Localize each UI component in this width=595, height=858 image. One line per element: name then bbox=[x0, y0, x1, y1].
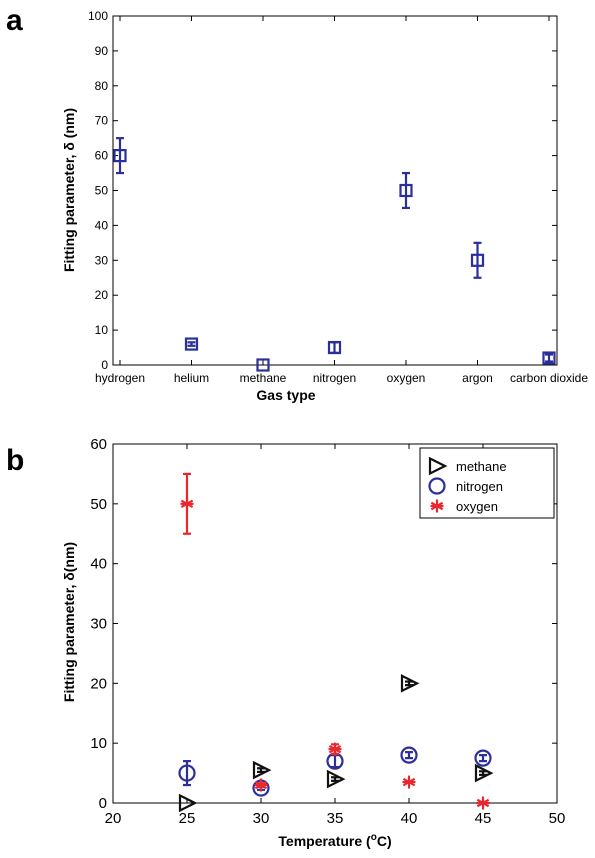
x-tick-label: 30 bbox=[253, 810, 270, 827]
data-point bbox=[470, 253, 485, 267]
x-tick-label: 45 bbox=[475, 810, 492, 827]
y-tick-label: 80 bbox=[95, 79, 109, 93]
y-tick-label: 40 bbox=[95, 218, 109, 232]
error-bar bbox=[330, 341, 339, 354]
panel-b-x-ticks: 20 25 30 35 40 45 50 bbox=[105, 444, 566, 827]
y-tick-label: 50 bbox=[95, 184, 109, 198]
data-point bbox=[184, 337, 199, 351]
x-tick-label: 40 bbox=[401, 810, 418, 827]
y-tick-label: 60 bbox=[90, 436, 107, 453]
data-point bbox=[328, 742, 342, 756]
panel-a-y-axis-label: Fitting parameter, δ (nm) bbox=[61, 108, 77, 272]
error-bar bbox=[257, 767, 265, 773]
legend-marker bbox=[430, 499, 444, 513]
x-tick-label: carbon dioxide bbox=[510, 371, 588, 385]
panel-b-legend: methane nitrogen oxygen bbox=[419, 447, 555, 519]
error-bar bbox=[405, 751, 413, 760]
y-tick-label: 40 bbox=[90, 556, 107, 573]
legend-label-oxygen: oxygen bbox=[456, 499, 498, 514]
legend-marker-methane bbox=[428, 456, 448, 476]
y-tick-label: 90 bbox=[95, 44, 109, 58]
legend-marker-oxygen bbox=[430, 499, 444, 513]
error-bar bbox=[187, 341, 196, 347]
data-point bbox=[399, 183, 413, 198]
data-point bbox=[402, 775, 416, 789]
panel-b-data bbox=[178, 472, 494, 813]
y-tick-label: 20 bbox=[90, 675, 107, 692]
panel-a-x-axis-label: Gas type bbox=[256, 387, 315, 403]
y-tick-label: 100 bbox=[88, 9, 108, 23]
y-tick-label: 0 bbox=[99, 795, 107, 812]
legend-marker bbox=[428, 477, 446, 495]
panel-a: a 0 10 20 30 40 50 60 70 80 90 100 hydrogen helium m… bbox=[6, 4, 588, 403]
data-point bbox=[113, 149, 127, 163]
panel-b-label: b bbox=[6, 444, 24, 477]
panel-b-x-axis-label: Temperature (oC) bbox=[278, 832, 391, 849]
data-point bbox=[326, 769, 346, 789]
x-tick-label: argon bbox=[462, 371, 493, 385]
x-tick-label: 35 bbox=[327, 810, 344, 827]
series-methane bbox=[178, 674, 494, 813]
panel-a-label: a bbox=[6, 4, 23, 37]
data-point bbox=[178, 793, 198, 813]
panel-b-y-ticks: 0 10 20 30 40 50 60 bbox=[90, 436, 557, 812]
y-tick-label: 70 bbox=[95, 114, 109, 128]
error-bar bbox=[116, 137, 124, 175]
x-tick-label: helium bbox=[174, 371, 209, 385]
panel-b-y-axis-label: Fitting parameter, δ(nm) bbox=[61, 542, 77, 702]
y-tick-label: 60 bbox=[95, 149, 109, 163]
legend-label-methane: methane bbox=[456, 459, 507, 474]
panel-a-data bbox=[113, 137, 556, 372]
y-tick-label: 30 bbox=[95, 253, 109, 267]
data-point bbox=[400, 746, 418, 764]
data-point bbox=[252, 760, 272, 780]
x-tick-label: 20 bbox=[105, 810, 122, 827]
data-point bbox=[542, 351, 556, 365]
y-tick-label: 10 bbox=[95, 323, 109, 337]
error-bar bbox=[331, 776, 339, 782]
x-tick-label: hydrogen bbox=[95, 371, 145, 385]
data-point bbox=[254, 778, 268, 792]
error-bar bbox=[402, 171, 410, 210]
data-point bbox=[180, 497, 194, 511]
legend-label-nitrogen: nitrogen bbox=[456, 479, 503, 494]
error-bar bbox=[545, 353, 553, 363]
y-tick-label: 20 bbox=[95, 288, 109, 302]
data-point bbox=[400, 674, 420, 693]
series-oxygen bbox=[180, 472, 490, 810]
error-bar bbox=[479, 770, 487, 776]
legend-marker bbox=[428, 456, 448, 476]
data-point bbox=[178, 764, 196, 782]
y-tick-label: 50 bbox=[90, 496, 107, 513]
data-point bbox=[474, 763, 494, 783]
error-bar bbox=[473, 241, 482, 279]
data-point bbox=[476, 796, 490, 810]
error-bar bbox=[331, 754, 339, 769]
error-bar bbox=[405, 680, 413, 687]
x-tick-label: oxygen bbox=[387, 371, 426, 385]
panel-a-axes-box bbox=[112, 15, 558, 366]
data-point bbox=[256, 358, 270, 372]
data-point bbox=[474, 749, 492, 767]
y-tick-label: 30 bbox=[90, 616, 107, 633]
panel-a-x-ticks: hydrogen helium methane nitrogen oxygen argon… bbox=[95, 16, 588, 385]
panel-b: b 0 10 20 30 40 50 60 20 25 30 35 40 45 50 Temperatu… bbox=[6, 436, 565, 849]
x-tick-label: nitrogen bbox=[313, 371, 356, 385]
error-bar bbox=[479, 754, 487, 763]
x-tick-label: 25 bbox=[179, 810, 196, 827]
panel-a-y-ticks: 0 10 20 30 40 50 60 70 80 90 100 bbox=[88, 9, 557, 372]
legend-marker-nitrogen bbox=[428, 477, 446, 495]
x-tick-label: 50 bbox=[549, 810, 566, 827]
y-tick-label: 10 bbox=[90, 735, 107, 752]
data-point bbox=[327, 340, 342, 355]
y-tick-label: 0 bbox=[101, 358, 108, 372]
x-tick-label: methane bbox=[240, 371, 287, 385]
